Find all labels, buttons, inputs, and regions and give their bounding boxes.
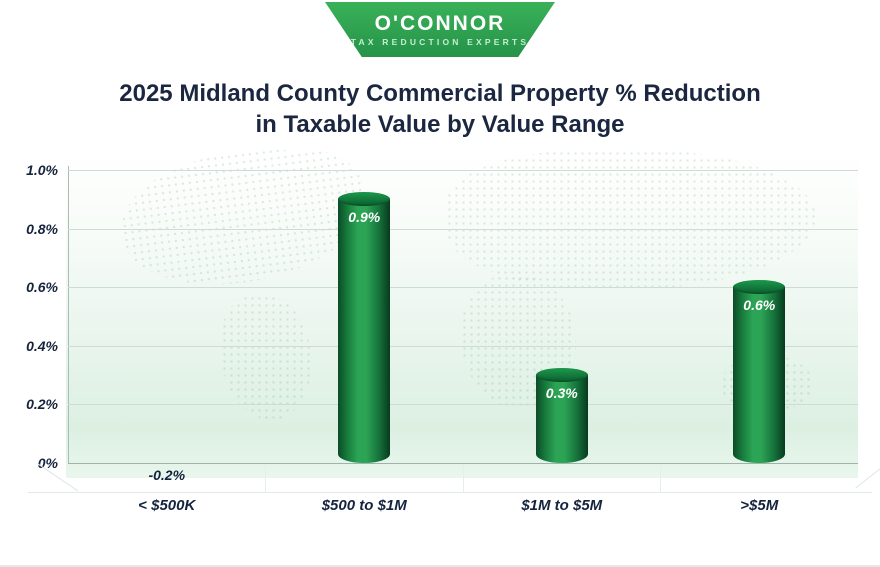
bar-body <box>733 287 786 463</box>
bar-top-ellipse <box>733 280 786 295</box>
bar-body <box>535 375 588 463</box>
y-axis-tick-label: 0.4% <box>26 337 58 354</box>
x-axis-category-label: $500 to $1M <box>321 497 407 514</box>
chart-title-line2: in Taxable Value by Value Range <box>255 111 625 138</box>
bar-value-label: 0.6% <box>743 297 776 314</box>
gridline <box>68 463 858 464</box>
floor-guide <box>265 464 266 492</box>
bar-value-label: -0.2% <box>148 467 186 483</box>
floor-guide <box>660 464 661 492</box>
y-axis-tick-label: 1.0% <box>26 162 58 178</box>
chart-title-line1: 2025 Midland County Commercial Property … <box>119 80 761 107</box>
bar: 0.3% <box>535 368 588 463</box>
logo-banner: O'CONNOR Tax Reduction Experts <box>325 2 555 57</box>
bar-value-label: 0.9% <box>348 209 381 226</box>
floor-line <box>28 492 872 493</box>
gridline <box>68 404 858 406</box>
gridline <box>68 228 858 230</box>
bar: 0.6% <box>733 280 786 463</box>
gridline <box>68 287 858 289</box>
logo-tagline: Tax Reduction Experts <box>350 36 530 47</box>
x-axis-category-label: $1M to $5M <box>521 497 603 514</box>
bar-body <box>338 199 391 463</box>
bar-top-ellipse <box>338 192 391 207</box>
floor-diagonal-right <box>855 466 880 489</box>
bar-top-ellipse <box>535 368 588 383</box>
bar-value-label: 0.3% <box>545 385 578 402</box>
world-map-dots-south-america <box>221 295 311 420</box>
gridline <box>68 170 858 171</box>
y-axis-tick-label: 0.6% <box>26 279 58 296</box>
gridline <box>68 345 858 347</box>
x-axis-category-label: >$5M <box>740 497 779 514</box>
x-axis-category-label: < $500K <box>138 497 196 514</box>
logo-text: O'CONNOR <box>374 11 506 35</box>
y-axis-line <box>68 166 69 463</box>
world-map-dots-eurasia <box>446 150 816 290</box>
bar: 0.9% <box>338 192 391 463</box>
plot-area: 0% 0.2% 0.4% 0.6% 0.8% 1.0% < $500K -0.2% $500 t… <box>26 162 858 514</box>
y-axis-tick-label: 0.8% <box>26 220 58 237</box>
y-axis-tick-label: 0% <box>37 455 58 471</box>
floor-guide <box>463 464 464 492</box>
y-axis-tick-label: 0.2% <box>26 396 58 413</box>
chart-title: 2025 Midland County Commercial Property … <box>0 78 880 140</box>
bottom-divider <box>0 565 880 567</box>
